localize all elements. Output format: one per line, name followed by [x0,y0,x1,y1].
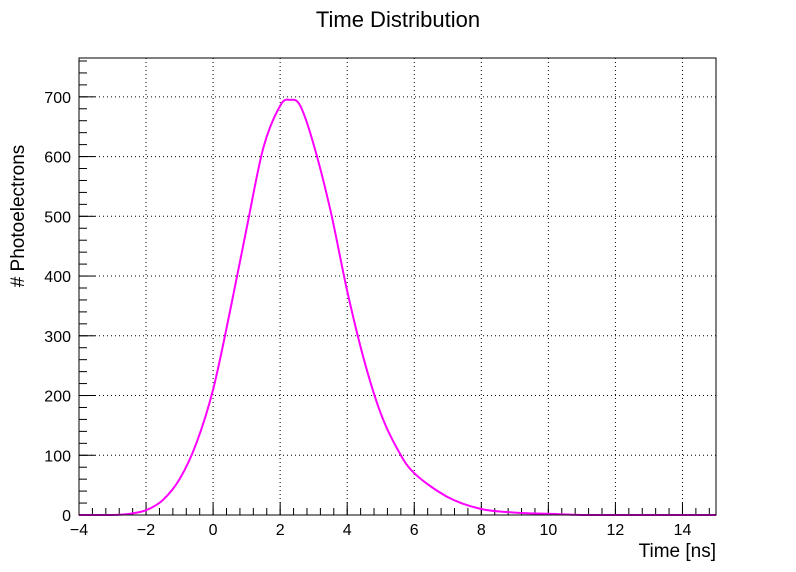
x-tick-label: 12 [607,522,625,539]
y-axis-title: # Photoelectrons [8,145,29,288]
x-tick-label: −2 [137,522,155,539]
grid [79,58,716,515]
y-tick-label: 300 [44,329,71,346]
x-tick-label: 4 [343,522,352,539]
y-tick-label: 600 [44,150,71,167]
x-tick-label: 0 [209,522,218,539]
x-tick-label: 8 [477,522,486,539]
axis-ticks [78,60,710,516]
y-tick-label: 0 [62,508,71,525]
y-tick-label: 100 [44,448,71,465]
x-tick-label: 2 [276,522,285,539]
y-tick-label: 500 [44,209,71,226]
y-tick-label: 200 [44,389,71,406]
x-tick-label: 14 [674,522,692,539]
plot-frame [78,57,717,516]
x-tick-label: 10 [539,522,557,539]
y-tick-label: 400 [44,269,71,286]
x-tick-label: 6 [410,522,419,539]
x-tick-label: −4 [70,522,88,539]
chart-title: Time Distribution [316,7,480,32]
y-tick-labels: 0 100 200 300 400 500 600 700 [44,90,71,525]
x-axis-title: Time [ns] [639,541,716,562]
series-group [79,98,716,516]
x-tick-labels: −4 −2 0 2 4 6 8 10 12 14 [70,522,692,539]
series-line [79,98,716,516]
y-tick-label: 700 [44,90,71,107]
